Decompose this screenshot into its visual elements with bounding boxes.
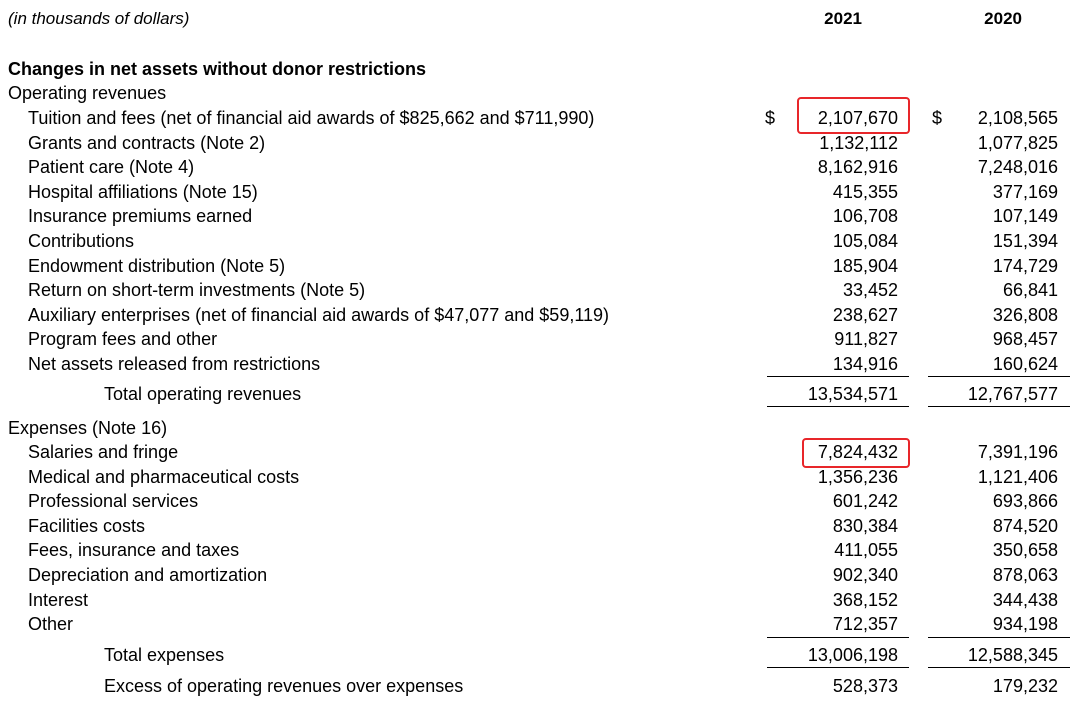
total-rule-2021 (767, 406, 909, 407)
operating-revenue-row-label: Hospital affiliations (Note 15) (28, 181, 258, 202)
operating-revenue-row-value-2020: 1,077,825 (977, 132, 1058, 153)
operating-revenue-row-value-2020: 326,808 (992, 304, 1058, 325)
expense-row-value-2021: 601,242 (832, 491, 898, 512)
expense-row-value-2021: 830,384 (832, 515, 898, 536)
operating-revenue-row-value-2021: 33,452 (842, 280, 898, 301)
units-note: (in thousands of dollars) (8, 9, 190, 28)
expense-row-label: Fees, insurance and taxes (28, 540, 240, 561)
operating-revenue-row-label: Tuition and fees (net of financial aid a… (28, 108, 595, 128)
operating-revenue-row-label: Grants and contracts (Note 2) (28, 132, 266, 153)
total-expenses-2021: 13,006,198 (807, 645, 898, 665)
operating-revenue-row-value-2020: 377,169 (992, 181, 1058, 202)
column-header-2021: 2021 (824, 9, 862, 28)
operating-revenue-row-label: Auxiliary enterprises (net of financial … (28, 304, 610, 325)
expenses-subtotal-rule-2020 (928, 637, 1070, 638)
operating-revenue-row-label: Insurance premiums earned (28, 206, 253, 227)
expense-row-label: Medical and pharmaceutical costs (28, 466, 300, 487)
operating-revenue-row-value-2021: 1,132,112 (819, 132, 898, 153)
highlight-box-tuition-2021 (797, 97, 910, 134)
operating-revenue-row-value-2021: 105,084 (832, 231, 898, 251)
operating-revenue-row-value-2021: 238,627 (832, 304, 898, 325)
operating-revenues-heading: Operating revenues (8, 83, 167, 103)
expense-row-label: Facilities costs (28, 515, 146, 536)
expense-row-value-2021: 1,356,236 (817, 466, 898, 487)
operating-revenue-row-value-2020: 968,457 (992, 329, 1058, 350)
expense-row-value-2020: 874,520 (992, 515, 1058, 536)
excess-2020: 179,232 (992, 676, 1058, 696)
total-operating-revenues-label: Total operating revenues (104, 384, 302, 404)
total-rule-2020 (928, 406, 1070, 407)
operating-revenue-row-value-2020: 107,149 (992, 206, 1058, 227)
expense-row-label: Other (28, 614, 74, 635)
expenses-heading: Expenses (Note 16) (8, 418, 168, 438)
total-operating-revenues-2020: 12,767,577 (967, 384, 1058, 404)
expense-row-value-2020: 7,391,196 (977, 442, 1058, 462)
expenses-total-rule-2021 (767, 667, 909, 668)
highlight-box-salaries-2021 (802, 438, 910, 468)
expenses-total-rule-2020 (928, 667, 1070, 668)
column-header-2020: 2020 (984, 9, 1022, 28)
expense-row-value-2021: 712,357 (832, 614, 898, 635)
operating-revenue-row-value-2021: 911,827 (834, 329, 898, 350)
expense-row-value-2021: 368,152 (832, 589, 898, 610)
operating-revenue-row-label: Patient care (Note 4) (28, 157, 195, 178)
operating-revenue-row-value-2021: 2,107,670 (817, 108, 898, 128)
operating-revenue-row-label: Net assets released from restrictions (28, 354, 321, 374)
expense-row-value-2020: 878,063 (992, 565, 1058, 585)
operating-revenue-row-value-2021: 134,916 (832, 354, 898, 374)
operating-revenue-row-label: Return on short-term investments (Note 5… (28, 280, 366, 301)
expense-row-value-2021: 7,824,432 (817, 442, 898, 462)
expense-row-value-2020: 1,121,406 (977, 466, 1058, 487)
expense-row-value-2020: 350,658 (992, 540, 1058, 561)
expense-row-label: Professional services (28, 491, 199, 512)
currency-symbol-2020: $ (932, 108, 943, 128)
excess-label: Excess of operating revenues over expens… (104, 676, 464, 696)
operating-revenue-row-value-2021: 8,162,916 (817, 157, 898, 178)
operating-revenue-row-value-2021: 106,708 (832, 206, 898, 227)
expense-row-label: Salaries and fringe (28, 442, 179, 462)
total-expenses-2020: 12,588,345 (967, 645, 1058, 665)
currency-symbol-2021: $ (765, 108, 776, 128)
operating-revenue-row-label: Program fees and other (28, 329, 218, 350)
expense-row-value-2020: 693,866 (992, 491, 1058, 512)
excess-2021: 528,373 (832, 676, 898, 696)
operating-revenue-row-value-2021: 185,904 (832, 255, 898, 276)
total-operating-revenues-2021: 13,534,571 (807, 384, 898, 404)
operating-revenue-row-label: Endowment distribution (Note 5) (28, 255, 286, 276)
subtotal-rule-2021 (767, 376, 909, 377)
expenses-subtotal-rule-2021 (767, 637, 909, 638)
operating-revenue-row-value-2020: 151,394 (992, 231, 1058, 251)
operating-revenue-row-value-2020: 2,108,565 (977, 108, 1058, 128)
operating-revenue-row-value-2020: 66,841 (1002, 280, 1058, 301)
operating-revenue-row-value-2020: 160,624 (992, 354, 1058, 374)
total-expenses-label: Total expenses (104, 645, 225, 665)
expense-row-value-2021: 902,340 (832, 565, 898, 585)
expense-row-label: Depreciation and amortization (28, 565, 268, 585)
operating-revenue-row-label: Contributions (28, 231, 135, 251)
expense-row-value-2021: 411,055 (834, 540, 898, 561)
operating-revenue-row-value-2021: 415,355 (832, 181, 898, 202)
expense-row-value-2020: 934,198 (992, 614, 1058, 635)
subtotal-rule-2020 (928, 376, 1070, 377)
operating-revenue-row-value-2020: 7,248,016 (977, 157, 1058, 178)
operating-revenue-row-value-2020: 174,729 (992, 255, 1058, 276)
expense-row-label: Interest (28, 589, 89, 610)
expense-row-value-2020: 344,438 (992, 589, 1058, 610)
section-title: Changes in net assets without donor rest… (8, 59, 427, 79)
